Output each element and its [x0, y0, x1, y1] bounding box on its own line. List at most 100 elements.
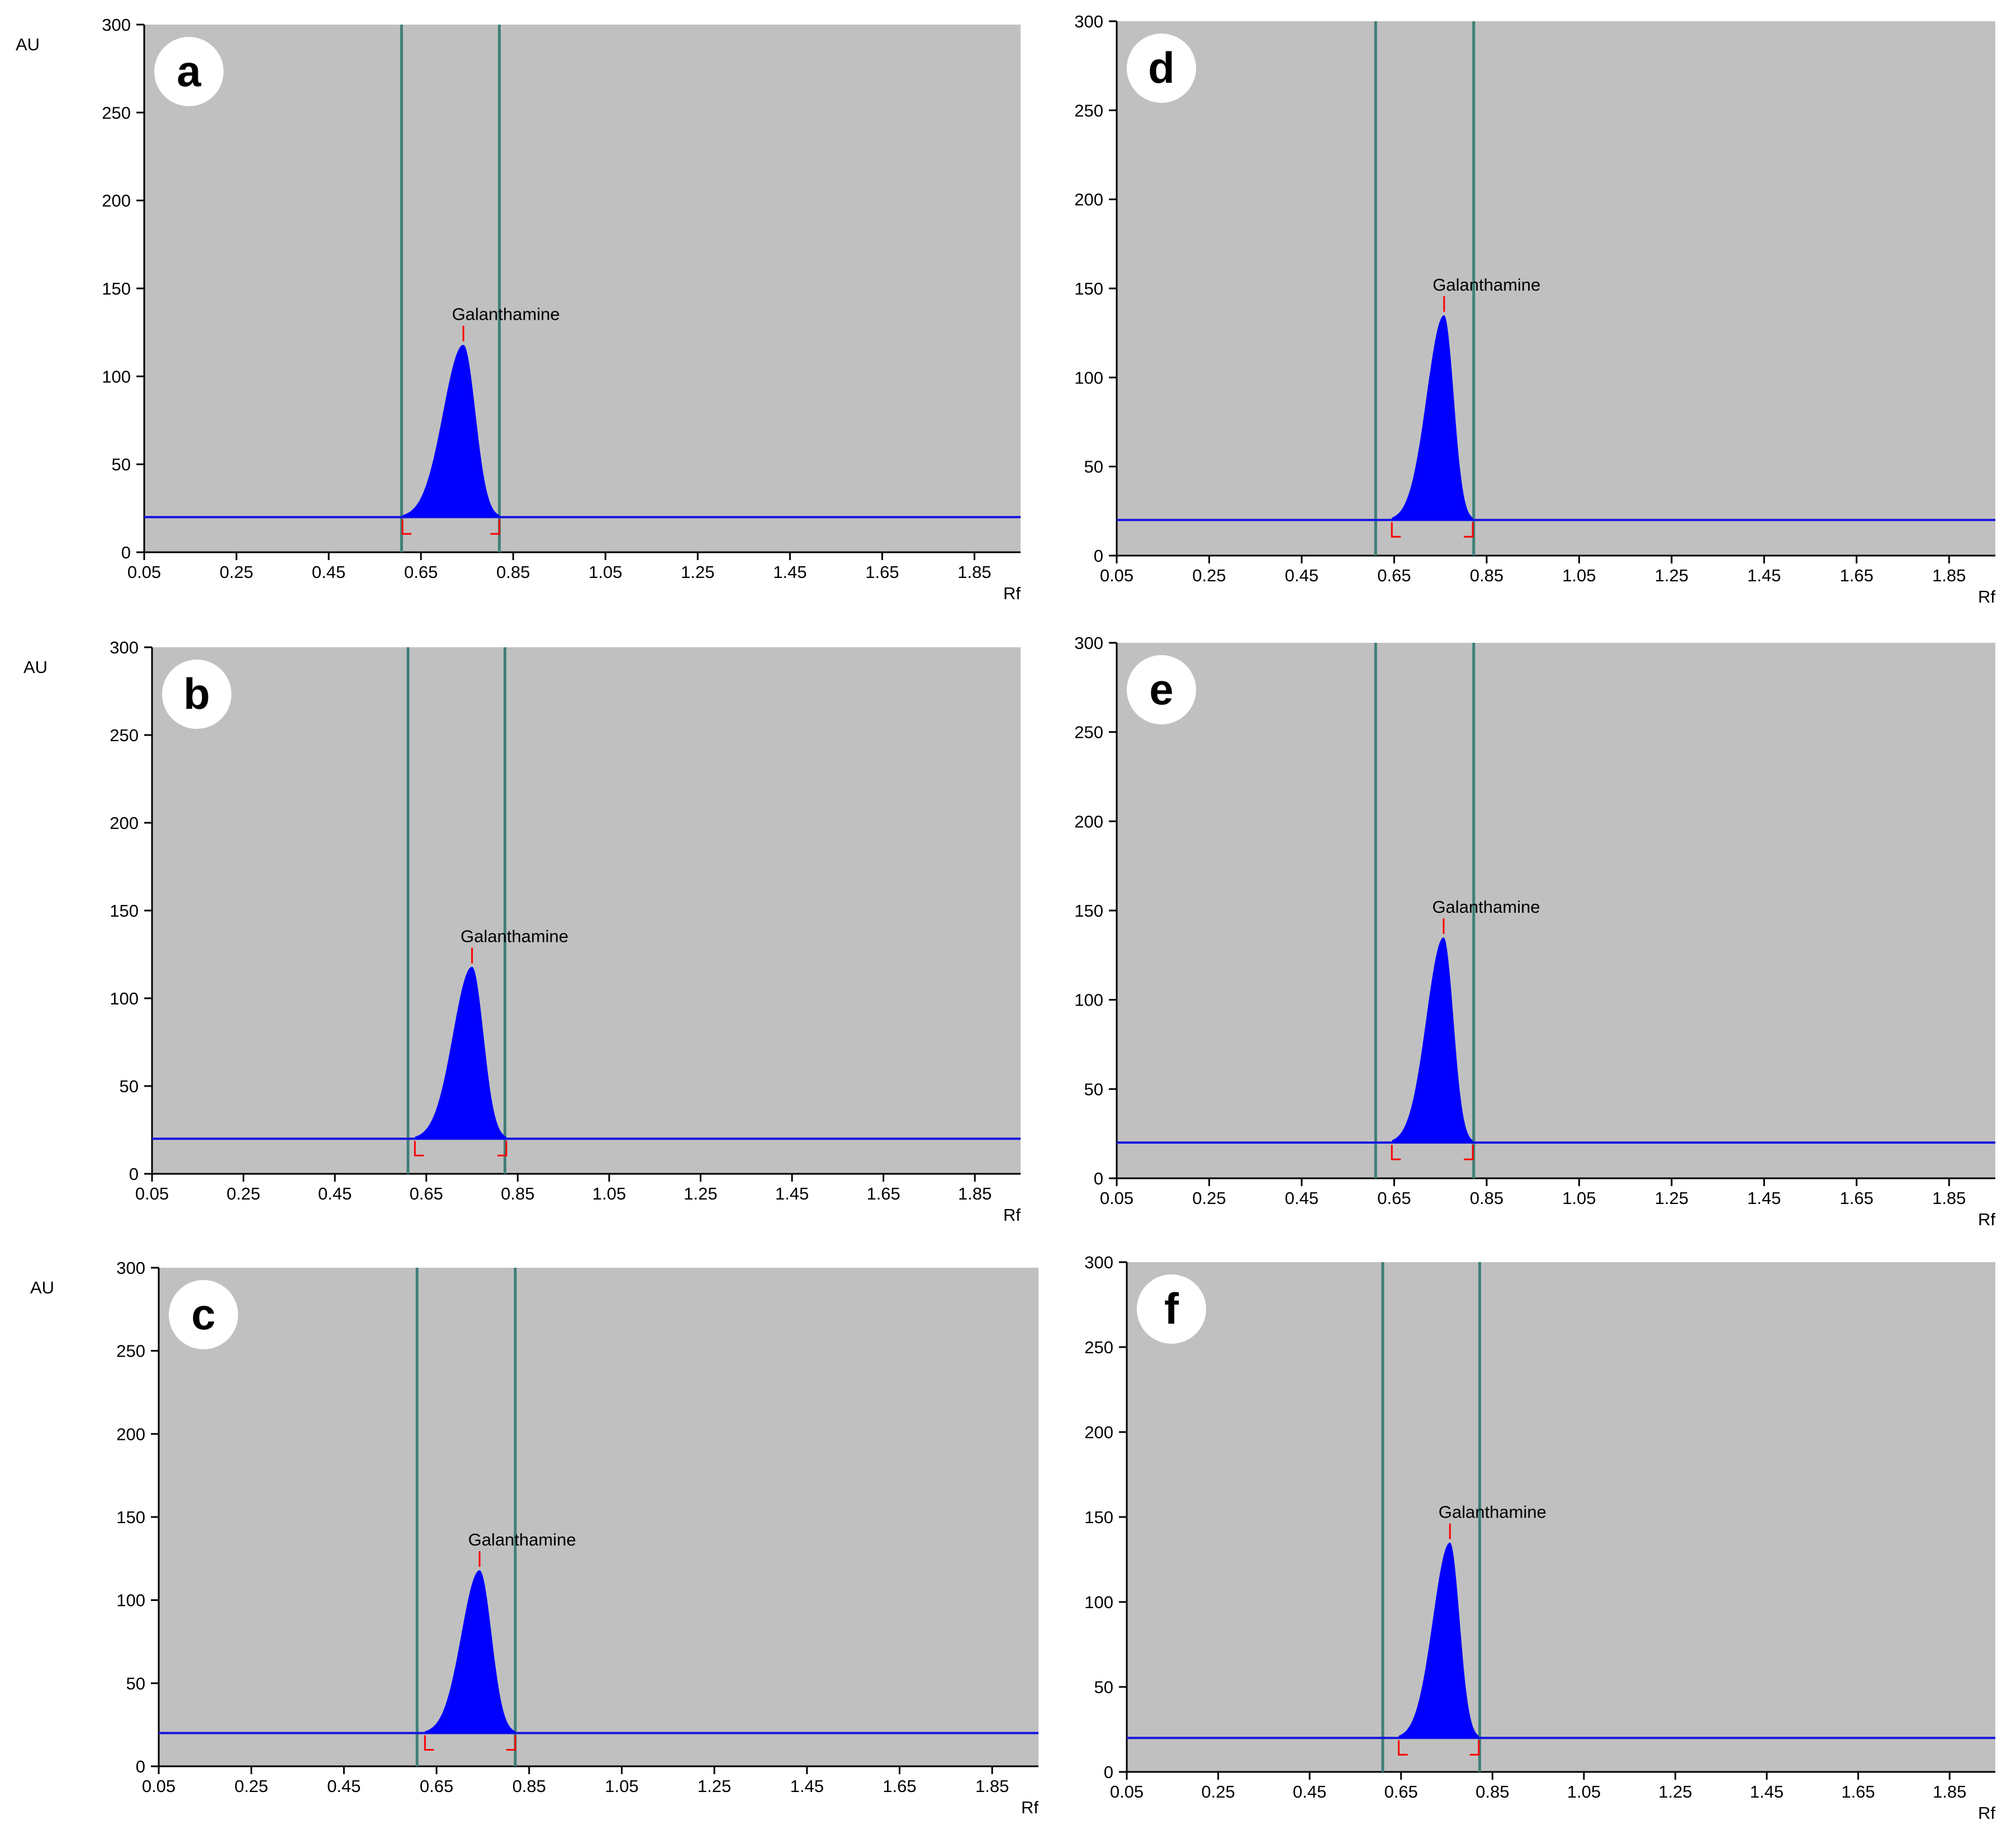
- panel-badge: [1127, 655, 1196, 724]
- peak-start-marker: [1398, 1740, 1408, 1756]
- panel-badge: [1127, 34, 1196, 103]
- peak-start-marker: [424, 1735, 434, 1751]
- peak-label: Galanthamine: [1432, 897, 1540, 917]
- x-tick-label: 0.65: [1377, 566, 1411, 585]
- x-tick-label: 1.25: [684, 1184, 717, 1203]
- x-tick-label: 0.85: [513, 1776, 546, 1796]
- y-tick-label: 0: [1094, 546, 1103, 566]
- y-tick-label: 150: [116, 1508, 145, 1527]
- x-axis-title: Rf: [1021, 1798, 1038, 1817]
- peak-label: Galanthamine: [452, 305, 560, 324]
- plot-area: [1117, 21, 1995, 556]
- y-tick-label: 50: [1084, 1079, 1103, 1099]
- x-tick-label: 1.65: [1840, 566, 1873, 585]
- x-tick-label: 1.05: [1562, 1188, 1596, 1208]
- x-axis-title: Rf: [1003, 1205, 1021, 1225]
- x-tick-label: 1.65: [883, 1776, 916, 1796]
- x-tick-label: 1.05: [605, 1776, 638, 1796]
- galanthamine-peak: [1392, 937, 1473, 1143]
- x-tick-label: 0.25: [1201, 1782, 1235, 1802]
- y-tick-label: 100: [1074, 990, 1103, 1010]
- x-tick-label: 1.45: [773, 562, 807, 582]
- x-tick-label: 0.25: [235, 1776, 268, 1796]
- x-axis-title: Rf: [1003, 584, 1021, 603]
- y-tick-label: 0: [1104, 1762, 1113, 1782]
- x-tick-label: 1.85: [958, 1184, 992, 1203]
- peak-end-marker: [506, 1735, 516, 1751]
- panel-letter: f: [1164, 1284, 1179, 1333]
- panel-letter: a: [177, 46, 201, 96]
- x-tick-label: 1.25: [1655, 1188, 1688, 1208]
- x-tick-label: 1.45: [1747, 1188, 1781, 1208]
- y-tick-label: 50: [126, 1674, 145, 1693]
- y-tick-label: 250: [1074, 723, 1103, 742]
- galanthamine-peak: [415, 966, 506, 1139]
- x-tick-label: 1.85: [1932, 1188, 1966, 1208]
- y-tick-label: 300: [116, 1258, 145, 1278]
- x-tick-label: 0.65: [410, 1184, 443, 1203]
- x-tick-label: 0.05: [127, 562, 161, 582]
- peak-end-marker: [1464, 522, 1474, 538]
- x-tick-label: 1.45: [1750, 1782, 1783, 1802]
- y-tick-label: 100: [1074, 368, 1103, 387]
- x-tick-label: 0.25: [1192, 1188, 1226, 1208]
- x-tick-label: 0.05: [1110, 1782, 1144, 1802]
- y-tick-label: 50: [120, 1077, 139, 1096]
- y-tick-label: 250: [102, 103, 131, 122]
- peak-start-marker: [401, 519, 412, 535]
- panel-letter: d: [1148, 43, 1175, 92]
- x-tick-label: 0.85: [496, 562, 530, 582]
- plot-area: [144, 25, 1021, 552]
- x-tick-label: 0.85: [1470, 566, 1503, 585]
- y-tick-label: 100: [116, 1591, 145, 1610]
- x-axis-title: Rf: [1978, 1210, 1995, 1229]
- y-tick-label: 300: [102, 15, 131, 35]
- peak-label: Galanthamine: [1432, 275, 1540, 295]
- x-tick-label: 1.85: [957, 562, 991, 582]
- x-tick-label: 0.85: [1476, 1782, 1509, 1802]
- y-tick-label: 100: [102, 367, 131, 386]
- y-tick-label: 50: [1084, 457, 1103, 477]
- y-tick-label: 300: [1074, 633, 1103, 653]
- x-tick-label: 0.85: [1470, 1188, 1503, 1208]
- y-tick-label: 200: [116, 1424, 145, 1444]
- peak-end-marker: [490, 519, 500, 535]
- x-tick-label: 1.05: [1562, 566, 1596, 585]
- peak-start-marker: [1391, 1145, 1401, 1160]
- panel-badge: [154, 37, 224, 106]
- x-axis-title: Rf: [1978, 587, 1995, 606]
- x-tick-label: 0.45: [1285, 566, 1318, 585]
- x-tick-label: 0.65: [1377, 1188, 1411, 1208]
- x-tick-label: 1.45: [1747, 566, 1781, 585]
- galanthamine-peak: [425, 1570, 515, 1733]
- x-tick-label: 0.85: [501, 1184, 534, 1203]
- peak-end-marker: [1464, 1145, 1474, 1160]
- x-tick-label: 1.85: [1933, 1782, 1966, 1802]
- x-tick-label: 1.65: [866, 1184, 900, 1203]
- plot-area: [152, 647, 1021, 1174]
- x-tick-label: 1.25: [1655, 566, 1688, 585]
- panel-b: 0 50 100 150 200 250 300 0.05 0.25 0.45 0.65 0.85 1.…: [23, 638, 1021, 1225]
- x-tick-label: 1.65: [1841, 1782, 1875, 1802]
- y-axis-title: AU: [23, 657, 48, 677]
- y-tick-label: 0: [136, 1757, 145, 1776]
- x-tick-label: 1.05: [589, 562, 622, 582]
- y-tick-label: 300: [110, 638, 139, 657]
- plot-area: [1127, 1262, 1995, 1772]
- panel-badge: [1137, 1274, 1206, 1344]
- y-tick-label: 150: [1074, 279, 1103, 298]
- y-tick-label: 0: [129, 1164, 139, 1184]
- x-tick-label: 1.45: [775, 1184, 809, 1203]
- x-tick-label: 0.65: [404, 562, 438, 582]
- x-tick-label: 1.85: [975, 1776, 1009, 1796]
- y-tick-label: 0: [1094, 1169, 1103, 1188]
- panel-f: 0 50 100 150 200 250 300 0.05 0.25 0.45 0.65 0.85 1.…: [1084, 1253, 1995, 1823]
- peak-end-marker: [497, 1141, 507, 1156]
- x-tick-label: 1.05: [592, 1184, 626, 1203]
- x-tick-label: 0.45: [1285, 1188, 1318, 1208]
- x-tick-label: 1.45: [790, 1776, 824, 1796]
- x-tick-label: 0.05: [1100, 566, 1133, 585]
- y-tick-label: 150: [110, 901, 139, 921]
- panel-e: 0 50 100 150 200 250 300 0.05 0.25 0.45 0.65 0.85 1.…: [1074, 633, 1995, 1229]
